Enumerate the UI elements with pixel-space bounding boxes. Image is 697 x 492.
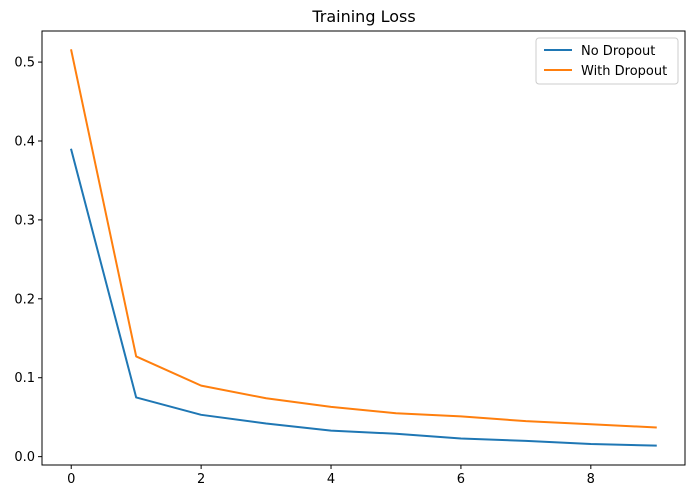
y-tick-label: 0.5 [14, 56, 35, 71]
legend: No Dropout With Dropout [535, 37, 679, 85]
x-tick-label: 2 [197, 472, 205, 487]
legend-label: No Dropout [581, 44, 655, 59]
y-tick-label: 0.0 [14, 450, 35, 465]
legend-label: With Dropout [581, 64, 667, 79]
x-tick-label: 0 [67, 472, 75, 487]
y-tick-label: 0.3 [14, 213, 35, 228]
y-tick-label: 0.2 [14, 292, 35, 307]
x-tick-label: 4 [327, 472, 335, 487]
x-tick-label: 6 [457, 472, 465, 487]
series-line-with-dropout [70, 49, 657, 429]
y-tick-label: 0.1 [14, 371, 35, 386]
axes: 0 2 4 6 8 0.0 0.1 0.2 0.3 0.4 0.5 [14, 30, 686, 487]
y-tick-label: 0.4 [14, 134, 35, 149]
axes-frame [41, 30, 686, 466]
plot-area [70, 49, 657, 447]
series-line-no-dropout [70, 148, 657, 447]
x-tick-label: 8 [587, 472, 595, 487]
chart-title: Training Loss [311, 7, 415, 26]
